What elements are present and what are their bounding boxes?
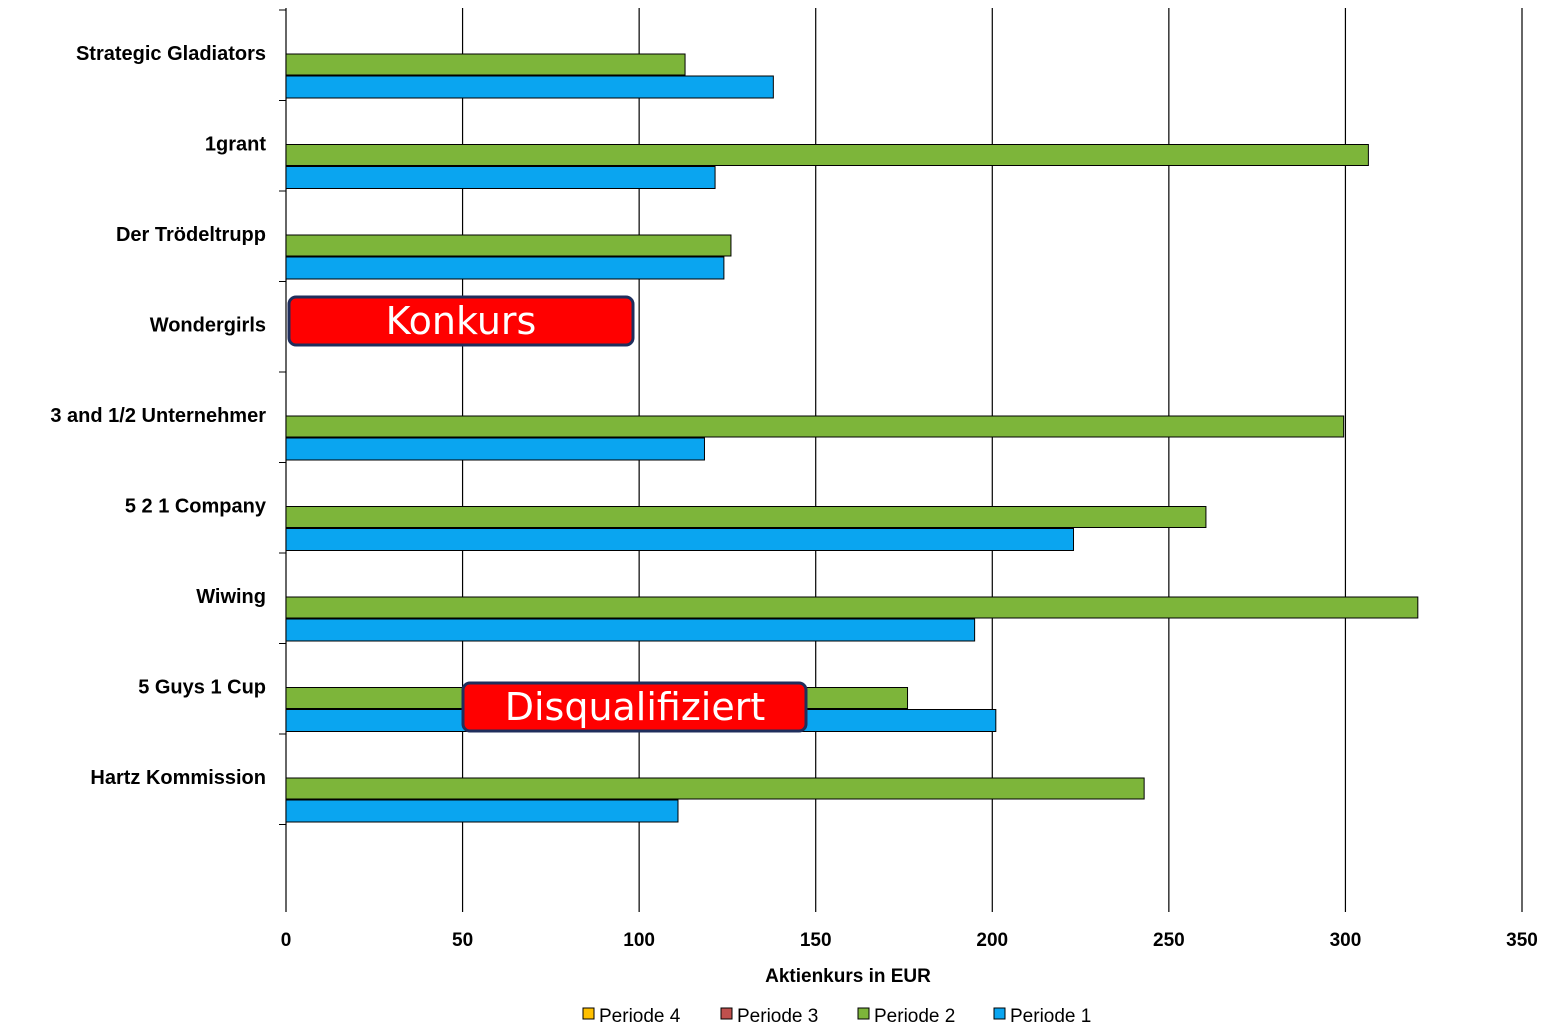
x-tick-label-50: 50 <box>452 930 473 951</box>
bar-periode-2-hartz-kommission <box>285 777 1145 800</box>
legend-swatch-periode-2 <box>857 1007 870 1020</box>
bar-periode-1-hartz-kommission <box>285 799 679 823</box>
legend: Periode 4 Periode 3 Periode 2 Periode 1 <box>582 1006 1091 1027</box>
category-label-1grant: 1grant <box>205 134 266 156</box>
x-tick-label-350: 350 <box>1506 930 1538 951</box>
legend-swatch-periode-1 <box>993 1007 1006 1020</box>
x-tick-label-300: 300 <box>1330 930 1362 951</box>
category-label-wondergirls: Wondergirls <box>150 315 266 337</box>
legend-label-periode-4: Periode 4 <box>599 1006 681 1027</box>
annotations: Konkurs Disqualifiziert <box>287 295 808 733</box>
category-label-hartz-kommission: Hartz Kommission <box>90 767 266 789</box>
bar-periode-1-der-tr-deltrupp <box>285 256 725 280</box>
bar-periode-2-der-tr-deltrupp <box>285 234 732 257</box>
legend-swatch-periode-3 <box>720 1007 733 1020</box>
x-tick-label-150: 150 <box>800 930 832 951</box>
bar-periode-2-strategic-gladiators <box>285 53 686 76</box>
x-tick-labels: 0 50 100 150 200 250 300 350 <box>281 930 1538 951</box>
bar-periode-1-strategic-gladiators <box>285 75 774 99</box>
bar-periode-1-wiwing <box>285 618 976 642</box>
annotation-box-konkurs <box>287 295 635 347</box>
annotation-box-disqualifiziert <box>461 681 808 733</box>
bar-periode-2-1grant <box>285 144 1369 166</box>
legend-label-periode-1: Periode 1 <box>1010 1006 1091 1027</box>
legend-label-periode-3: Periode 3 <box>737 1006 818 1027</box>
legend-swatch-periode-4 <box>582 1007 595 1020</box>
category-label-strategic-gladiators: Strategic Gladiators <box>76 43 266 65</box>
bar-periode-1-1grant <box>285 166 716 189</box>
bar-periode-2-3-and-1-2-unternehmer <box>285 415 1345 438</box>
legend-label-periode-2: Periode 2 <box>874 1006 955 1027</box>
y-axis <box>279 8 287 912</box>
category-label-5-2-1-company: 5 2 1 Company <box>125 496 267 518</box>
category-label-der-tr-deltrupp: Der Trödeltrupp <box>116 224 266 246</box>
bar-periode-1-5-2-1-company <box>285 528 1075 551</box>
category-label-5-guys-1-cup: 5 Guys 1 Cup <box>138 677 266 699</box>
category-label-3-and-1-2-unternehmer: 3 and 1/2 Unternehmer <box>50 405 266 427</box>
category-labels: Strategic Gladiators 1grant Der Trödeltrup… <box>50 43 266 789</box>
bar-series <box>285 53 1419 823</box>
annotation-label-disqualifiziert: Disqualifiziert <box>505 685 766 729</box>
x-tick-label-0: 0 <box>281 930 292 951</box>
bar-periode-2-5-2-1-company <box>285 506 1207 528</box>
x-tick-label-200: 200 <box>976 930 1008 951</box>
bar-periode-1-3-and-1-2-unternehmer <box>285 437 705 461</box>
bar-periode-2-wiwing <box>285 596 1419 619</box>
annotation-label-konkurs: Konkurs <box>386 299 537 343</box>
x-tick-label-250: 250 <box>1153 930 1185 951</box>
category-label-wiwing: Wiwing <box>196 586 266 608</box>
x-tick-label-100: 100 <box>623 930 655 951</box>
x-axis-title: Aktienkurs in EUR <box>765 966 931 987</box>
